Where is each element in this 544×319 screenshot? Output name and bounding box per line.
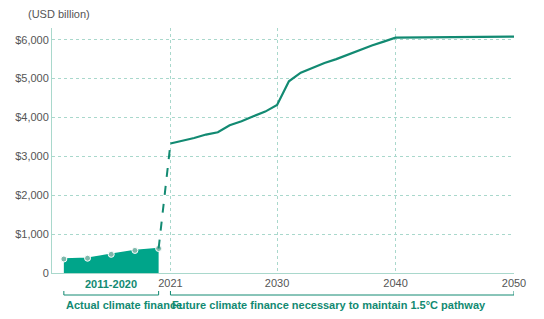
svg-text:Future climate finance necessa: Future climate finance necessary to main…: [172, 299, 486, 311]
svg-text:$5,000: $5,000: [15, 72, 49, 84]
svg-text:Actual climate finance: Actual climate finance: [66, 299, 182, 311]
svg-text:$6,000: $6,000: [15, 34, 49, 46]
svg-text:2011-2020: 2011-2020: [85, 278, 137, 290]
svg-text:2021: 2021: [158, 277, 182, 289]
svg-text:$1,000: $1,000: [15, 228, 49, 240]
svg-text:$2,000: $2,000: [15, 189, 49, 201]
svg-text:2050: 2050: [502, 277, 526, 289]
svg-text:2030: 2030: [265, 277, 289, 289]
svg-text:$3,000: $3,000: [15, 150, 49, 162]
svg-text:$4,000: $4,000: [15, 111, 49, 123]
svg-text:(USD billion): (USD billion): [28, 8, 90, 20]
svg-text:0: 0: [43, 267, 49, 279]
svg-text:2040: 2040: [383, 277, 407, 289]
